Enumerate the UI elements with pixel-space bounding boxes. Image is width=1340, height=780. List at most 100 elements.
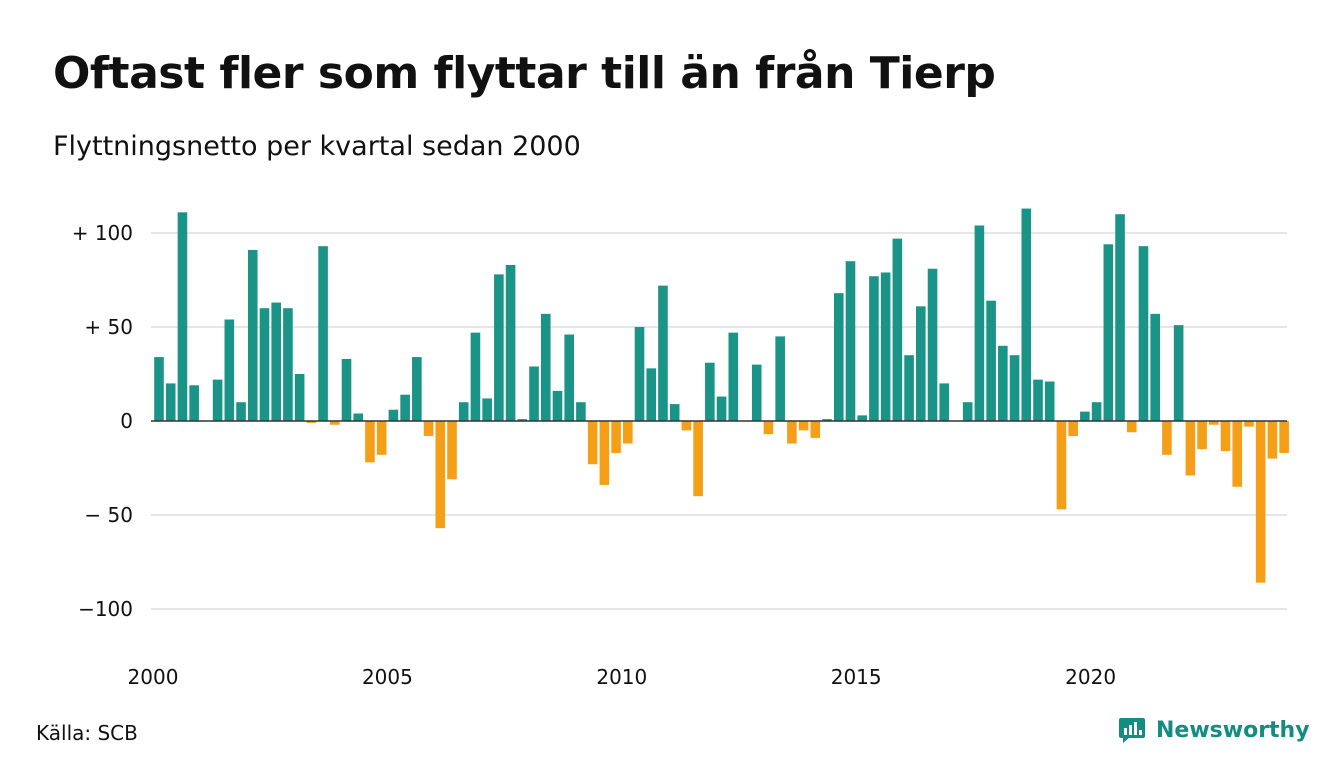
bar [294,374,305,421]
bar [798,421,809,431]
y-tick-label: −100 [78,597,133,621]
bar [693,421,703,497]
x-tick-label: 2010 [596,665,647,689]
bar [447,421,457,480]
x-tick-label: 2005 [362,665,413,689]
bar [1267,421,1278,459]
bar [939,383,950,421]
bar [728,332,739,421]
y-tick-label: − 50 [84,503,133,527]
bar [412,357,422,421]
bar [916,306,926,421]
bar [986,300,996,421]
bar [1244,421,1254,427]
bar [611,421,621,453]
bar [1150,313,1160,421]
bar [1091,402,1102,421]
bar [587,421,598,465]
bar [1115,214,1125,421]
bars [154,208,1289,583]
bar [716,396,727,421]
bar [1197,421,1207,450]
bar [1103,244,1114,421]
bar [552,390,563,421]
bar [482,398,492,421]
bar [857,415,867,421]
bar [529,366,539,421]
chart-title: Oftast fler som flyttar till än från Tie… [53,48,996,99]
bar [810,421,821,438]
bar [833,293,844,421]
x-tick-label: 2020 [1065,665,1116,689]
bar [927,268,938,421]
bar [458,402,469,421]
bar [751,364,762,421]
bar [189,385,199,421]
bar [1021,208,1032,421]
bar [623,421,633,444]
bar [236,402,246,421]
bar [1056,421,1067,510]
bar [892,238,903,421]
bar [564,334,574,421]
bar [787,421,797,444]
bar [212,379,223,421]
bar [646,368,657,421]
bar [283,308,293,421]
bar [1080,411,1090,421]
bar [845,261,856,421]
brand-logo[interactable]: Newsworthy [1118,712,1310,748]
bar [154,357,164,421]
newsworthy-chart-bubble-icon [1119,718,1145,743]
bar [353,413,364,421]
bar [1138,246,1149,421]
bar [259,308,270,421]
bar [517,419,528,421]
bar [1126,421,1137,433]
bar [576,402,586,421]
bar [974,225,985,421]
bar [869,276,879,421]
bar [775,336,785,421]
bar [247,249,258,421]
bar [763,421,774,435]
bar [177,212,188,421]
bar [904,355,914,421]
bar [998,345,1008,421]
brand-name: Newsworthy [1156,717,1310,743]
bar [318,246,328,421]
bar [705,362,715,421]
bar [470,332,481,421]
x-tick-label: 2015 [831,665,882,689]
gridlines [151,232,1287,610]
bar [634,327,645,421]
source-note: Källa: SCB [36,721,138,745]
bar [540,313,551,421]
bar [435,421,446,529]
y-tick-label: + 100 [72,221,133,245]
bar [365,421,375,463]
bar [400,394,410,421]
y-tick-label: 0 [120,409,133,433]
bar [376,421,387,455]
bar [224,319,235,421]
bar [388,409,399,421]
bar [962,402,973,421]
bar [505,264,516,421]
bar [271,302,281,421]
y-tick-label: + 50 [84,315,133,339]
bar [1068,421,1078,437]
bar [1279,421,1289,453]
bar [822,419,832,421]
bar [341,358,352,421]
bar [1173,325,1184,421]
chart-subtitle: Flyttningsnetto per kvartal sedan 2000 [53,131,581,162]
bar [599,421,610,485]
bar [330,421,340,425]
bar [681,421,692,431]
bar-chart: + 100 + 50 0 − 50 −100 2000 2005 2010 2015 2020 [72,208,1289,689]
bar [165,383,176,421]
bar [494,274,504,421]
bar [658,285,668,421]
bar [423,421,434,437]
